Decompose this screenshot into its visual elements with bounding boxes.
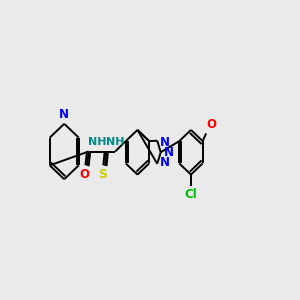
- Text: N: N: [160, 136, 170, 149]
- Text: Cl: Cl: [184, 188, 197, 201]
- Text: O: O: [80, 168, 90, 181]
- Text: S: S: [98, 168, 107, 181]
- Text: N: N: [160, 156, 170, 169]
- Text: NH: NH: [88, 137, 107, 147]
- Text: O: O: [207, 118, 217, 131]
- Text: N: N: [59, 108, 69, 121]
- Text: N: N: [164, 146, 174, 159]
- Text: NH: NH: [106, 137, 124, 147]
